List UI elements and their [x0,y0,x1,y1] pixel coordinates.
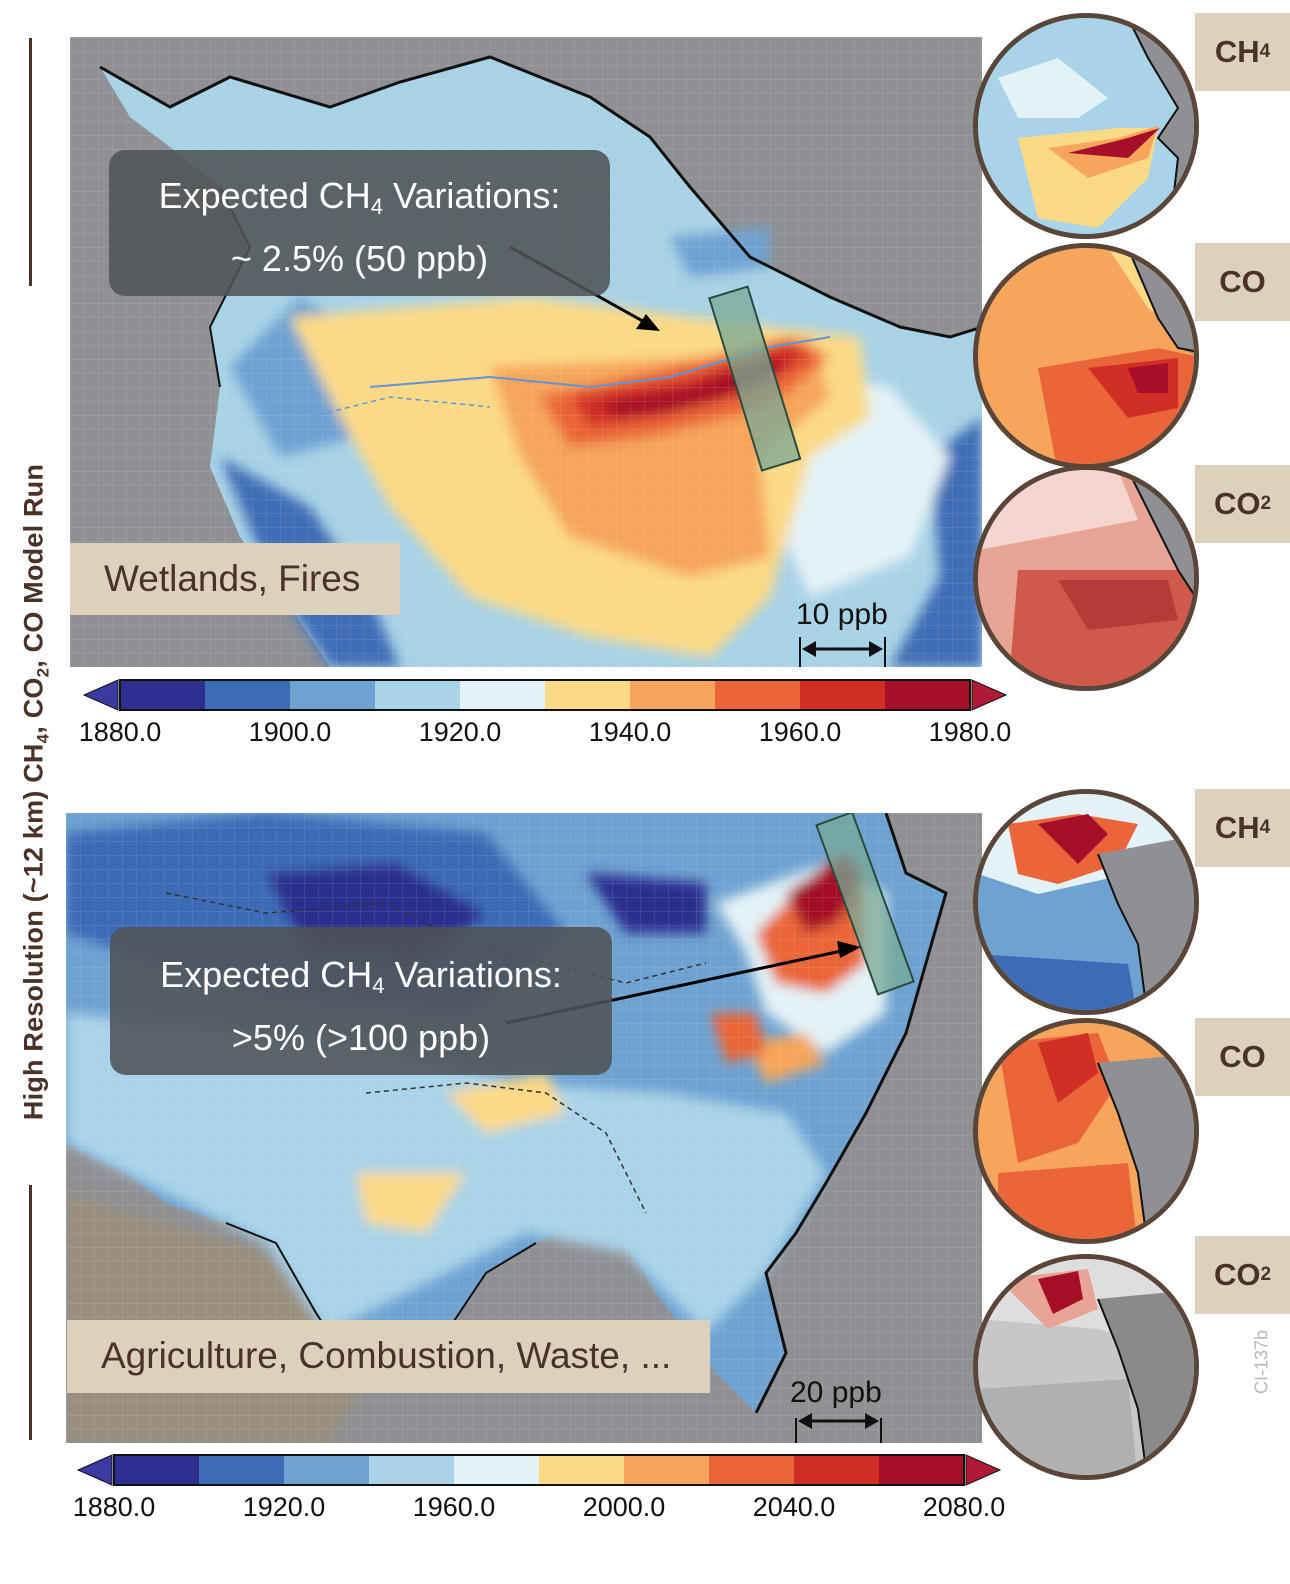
inset-asia-co2 [973,1254,1199,1480]
colorbar-tick-label: 1900.0 [248,717,332,747]
callout-amazon-line1: Expected CH4 Variations: [158,175,561,219]
colorbar-min-extend [76,1454,113,1486]
colorbar-tick-label: 1940.0 [588,717,672,747]
colorbar-tick-label: 1920.0 [242,1492,326,1522]
colorbar-segment [794,1455,880,1485]
gas-label-amazon-co: CO [1195,243,1290,321]
inset-amazon-ch4 [973,13,1199,239]
colorbar-segment [290,680,376,710]
colorbar-min-extend [82,679,119,711]
colorbar-frame [113,1454,965,1486]
satellite-swath-east-asia [815,813,915,996]
colorbar-segment [284,1455,370,1485]
colorbar-segment [205,680,291,710]
colorbar-segment [879,1455,965,1485]
colorbar-tick-label: 1980.0 [928,717,1012,747]
colorbar-tick-label: 1880.0 [78,717,162,747]
colorbar-segment [114,1455,200,1485]
gas-label-asia-ch4: CH 4 [1195,789,1290,867]
colorbar-segment [800,680,886,710]
colorbar-segment [454,1455,540,1485]
inset-amazon-co2 [973,465,1199,691]
colorbar-segment [460,680,546,710]
colorbar-segment [709,1455,795,1485]
callout-amazon: Expected CH4 Variations: ~ 2.5% (50 ppb) [109,150,610,296]
amazon-river [369,336,831,389]
colorbar-segment [375,680,461,710]
gas-label-amazon-co2: CO 2 [1195,465,1290,543]
side-rule-top [29,38,32,286]
callout-amazon-line2: ~ 2.5% (50 ppb) [230,238,489,279]
coastline-east-asia [754,813,948,1414]
colorbar-tick-label: 1960.0 [412,1492,496,1522]
colorbar-segment [199,1455,285,1485]
colorbar-tick-label: 2040.0 [752,1492,836,1522]
coastline [99,55,982,339]
colorbar-segment [539,1455,625,1485]
colorbar-frame [119,679,971,711]
colorbar-max-extend [965,1454,1002,1486]
callout-east-asia-line2: >5% (>100 ppb) [231,1017,491,1058]
callout-east-asia-line1: Expected CH4 Variations: [160,954,562,998]
inset-asia-ch4 [973,789,1199,1015]
colorbar-segment [885,680,971,710]
side-title: High Resolution (~12 km) CH4, CO2, CO Mo… [18,463,53,1121]
colorbar-segment [369,1455,455,1485]
colorbar-amazon [82,679,1008,711]
amazon-map-graphic [70,37,982,667]
scale-label-amazon: 10 ppb [796,598,888,631]
scale-label-east-asia: 20 ppb [790,1376,882,1409]
satellite-swath [708,285,802,472]
colorbar-segment [715,680,801,710]
source-label-amazon: Wetlands, Fires [70,543,400,615]
colorbar-tick-label: 1920.0 [418,717,502,747]
colorbar-tick-label: 2080.0 [922,1492,1006,1522]
colorbar-max-extend [971,679,1008,711]
colorbar-tick-label: 2000.0 [582,1492,666,1522]
gas-label-amazon-ch4: CH 4 [1195,13,1290,91]
colorbar-segment [545,680,631,710]
colorbar-tick-label: 1960.0 [758,717,842,747]
colorbar-tick-label: 1880.0 [72,1492,156,1522]
figure-code: CI-137b [1251,1329,1272,1395]
gas-label-asia-co2-visible: CO 2 [1195,1236,1290,1314]
callout-east-asia: Expected CH4 Variations: >5% (>100 ppb) [110,927,612,1075]
colorbar-segment [630,680,716,710]
inset-asia-co [973,1018,1199,1244]
gas-label-asia-co: CO [1195,1018,1290,1096]
map-amazon [70,37,982,667]
colorbar-segment [624,1455,710,1485]
colorbar-east-asia [76,1454,1002,1486]
side-rule-bottom [29,1185,32,1440]
source-label-east-asia: Agriculture, Combustion, Waste, ... [67,1320,710,1393]
colorbar-segment [120,680,206,710]
inset-amazon-co [973,243,1199,469]
